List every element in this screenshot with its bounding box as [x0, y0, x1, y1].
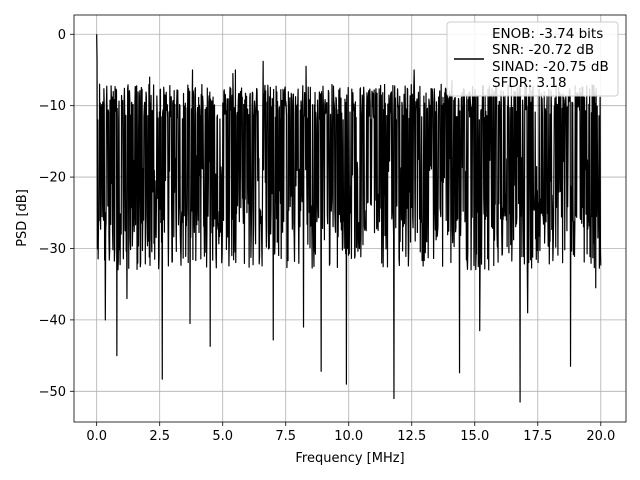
y-tick-label: 0	[58, 28, 66, 43]
x-tick-label: 0.0	[86, 429, 107, 444]
y-axis-ticks: 0 −10 −20 −30 −40 −50	[39, 28, 74, 400]
x-axis-label: Frequency [MHz]	[295, 451, 404, 466]
x-tick-label: 15.0	[460, 429, 489, 444]
x-axis-ticks: 0.0 2.5 5.0 7.5 10.0 12.5 15.0 17.5 20.0	[86, 422, 615, 444]
legend-snr: SNR: -20.72 dB	[492, 42, 594, 58]
y-tick-label: −10	[39, 99, 66, 114]
legend: ENOB: -3.74 bits SNR: -20.72 dB SINAD: -…	[446, 21, 619, 97]
x-tick-label: 20.0	[586, 429, 615, 444]
legend-box	[446, 21, 619, 97]
legend-sinad: SINAD: -20.75 dB	[492, 59, 609, 75]
x-tick-label: 10.0	[334, 429, 363, 444]
y-axis-label: PSD [dB]	[15, 189, 30, 247]
plot-frame	[73, 14, 627, 423]
x-tick-label: 12.5	[397, 429, 426, 444]
y-tick-label: −30	[39, 242, 66, 257]
x-tick-label: 17.5	[523, 429, 552, 444]
x-tick-label: 7.5	[275, 429, 296, 444]
y-tick-label: −40	[39, 313, 66, 328]
legend-sfdr: SFDR: 3.18	[492, 75, 567, 91]
x-tick-label: 5.0	[212, 429, 233, 444]
psd-signal-series	[96, 34, 602, 403]
y-tick-label: −50	[39, 385, 66, 400]
legend-enob: ENOB: -3.74 bits	[492, 26, 603, 42]
x-tick-label: 2.5	[149, 429, 170, 444]
y-tick-label: −20	[39, 171, 66, 186]
psd-signal-line	[96, 34, 602, 403]
